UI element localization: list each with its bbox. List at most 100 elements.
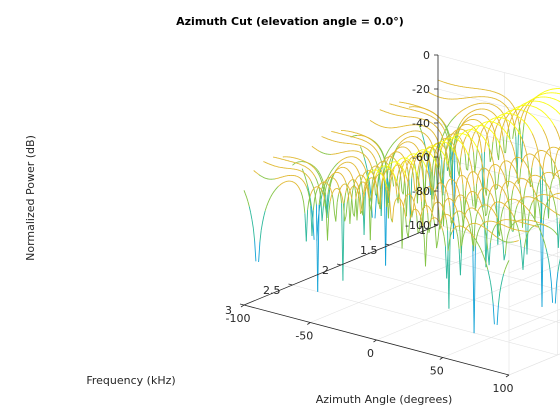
surface-mark bbox=[419, 138, 422, 141]
surface-mark bbox=[433, 124, 436, 127]
surface-mark bbox=[465, 198, 468, 202]
surface-mark bbox=[296, 184, 299, 187]
surface-mark bbox=[453, 221, 456, 226]
surface-mark bbox=[475, 145, 478, 149]
surface-mark bbox=[365, 156, 368, 159]
surface-mark bbox=[438, 158, 441, 166]
surface-mark bbox=[516, 179, 519, 182]
surface-mark bbox=[326, 138, 329, 140]
surface-mark bbox=[402, 204, 405, 210]
surface-mark bbox=[494, 235, 497, 238]
surface-mark bbox=[485, 116, 487, 118]
surface-mark bbox=[397, 147, 400, 150]
surface-mark bbox=[443, 128, 446, 132]
y-tick-mark bbox=[336, 263, 342, 266]
surface-mark bbox=[481, 222, 484, 225]
surface-mark bbox=[418, 216, 422, 231]
surface-mark bbox=[495, 105, 498, 108]
surface-mark bbox=[310, 181, 313, 185]
surface-mark bbox=[496, 164, 499, 167]
surface-mark bbox=[494, 114, 497, 117]
surface-mark bbox=[546, 205, 549, 208]
surface-mark bbox=[312, 199, 316, 211]
grid-line bbox=[508, 353, 560, 376]
surface-mark bbox=[450, 120, 453, 123]
surface-mark bbox=[505, 182, 508, 190]
surface-mark bbox=[517, 124, 521, 135]
surface-mark bbox=[485, 213, 488, 217]
surface-mark bbox=[508, 110, 511, 112]
surface-mark bbox=[324, 186, 327, 194]
surface-mark bbox=[377, 168, 380, 171]
surface-mark bbox=[461, 143, 464, 146]
surface-mark bbox=[345, 156, 348, 159]
surface-mark bbox=[359, 133, 362, 136]
surface-mark bbox=[513, 113, 516, 116]
surface-mark bbox=[401, 142, 404, 145]
surface-mark bbox=[427, 222, 430, 228]
surface-mark bbox=[467, 119, 470, 122]
surface-mark bbox=[424, 125, 426, 128]
surface-layer bbox=[243, 79, 560, 334]
surface-mark bbox=[418, 106, 421, 108]
surface-mark bbox=[311, 184, 315, 189]
surface-mark bbox=[354, 186, 357, 189]
surface-mark bbox=[391, 152, 394, 155]
surface-mark bbox=[371, 166, 374, 169]
surface-mark bbox=[475, 239, 478, 243]
surface-mark bbox=[446, 142, 449, 145]
surface-mark bbox=[552, 160, 555, 164]
surface-mark bbox=[464, 121, 467, 123]
surface-mark bbox=[546, 138, 549, 144]
surface-mark bbox=[490, 122, 493, 126]
surface-mark bbox=[531, 196, 534, 199]
surface-mark bbox=[489, 192, 493, 196]
surface-mark bbox=[468, 223, 471, 229]
surface-mark bbox=[525, 111, 528, 113]
surface-mark bbox=[470, 232, 473, 235]
surface-mark bbox=[394, 149, 397, 152]
surface-mark bbox=[451, 229, 454, 233]
surface-mark bbox=[420, 190, 423, 194]
grid-line bbox=[292, 284, 558, 356]
surface-mark bbox=[431, 116, 434, 118]
surface-mark bbox=[402, 154, 405, 158]
surface-mark bbox=[366, 141, 369, 144]
surface-mark bbox=[445, 125, 448, 129]
surface-mark bbox=[544, 181, 547, 184]
surface-mark bbox=[539, 94, 542, 96]
surface-mark bbox=[332, 189, 335, 193]
surface-mark bbox=[344, 216, 347, 222]
surface-mark bbox=[496, 92, 498, 94]
surface-mark bbox=[505, 132, 508, 136]
surface-mark bbox=[538, 122, 541, 126]
surface-mark bbox=[369, 177, 371, 180]
surface-mark bbox=[548, 260, 551, 270]
surface-mark bbox=[551, 209, 554, 212]
surface-mark bbox=[509, 164, 512, 171]
surface-mark bbox=[452, 179, 455, 182]
surface-mark bbox=[298, 163, 300, 165]
surface-mark bbox=[483, 121, 486, 124]
surface-mark bbox=[385, 178, 388, 266]
surface-mark bbox=[538, 194, 541, 196]
surface-mark bbox=[428, 175, 431, 182]
surface-mark bbox=[504, 202, 507, 205]
surface-mark bbox=[509, 209, 512, 213]
surface-mark bbox=[482, 151, 485, 208]
surface-mark bbox=[554, 231, 557, 234]
surface-mark bbox=[429, 151, 432, 155]
surface-mark bbox=[457, 188, 460, 194]
surface-mark bbox=[302, 164, 304, 167]
surface-mark bbox=[471, 114, 474, 117]
surface-mark bbox=[400, 143, 403, 146]
surface-mark bbox=[439, 145, 442, 149]
surface-mark bbox=[500, 278, 503, 286]
surface-mark bbox=[403, 138, 406, 141]
surface-mark bbox=[381, 152, 384, 157]
surface-mark bbox=[430, 186, 433, 189]
surface-mark bbox=[484, 228, 487, 237]
surface-mark bbox=[466, 117, 469, 120]
surface-mark bbox=[552, 123, 555, 126]
surface-mark bbox=[556, 150, 559, 156]
